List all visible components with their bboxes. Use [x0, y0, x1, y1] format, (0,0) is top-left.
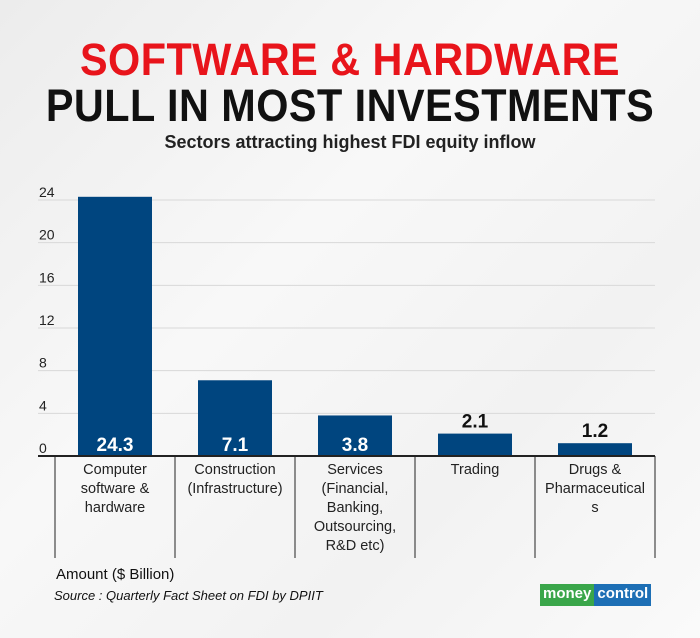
bar	[78, 196, 152, 457]
bar	[558, 443, 632, 456]
x-tick-label: s	[591, 500, 598, 516]
source-note: Source : Quarterly Fact Sheet on FDI by …	[54, 588, 323, 603]
x-tick-label: Trading	[451, 462, 500, 478]
bar-value-label: 3.8	[342, 435, 368, 456]
title-line-2: PULL IN MOST INVESTMENTS	[45, 80, 655, 131]
x-tick-label: Pharmaceutical	[545, 481, 645, 497]
chart-subtitle: Sectors attracting highest FDI equity in…	[164, 132, 536, 152]
x-tick-label: Construction	[194, 462, 275, 478]
logo-part-2: control	[594, 584, 652, 606]
logo-part-1: money	[540, 584, 595, 606]
title-line-1: SOFTWARE & HARDWARE	[79, 34, 621, 85]
bar-value-label: 7.1	[222, 435, 249, 456]
y-tick-label: 16	[39, 269, 55, 285]
x-tick-label: R&D etc)	[326, 538, 385, 554]
y-tick-label: 4	[39, 397, 47, 413]
x-tick-label: Drugs &	[569, 462, 622, 478]
y-tick-label: 24	[39, 184, 55, 200]
x-tick-label: Computer	[83, 462, 147, 478]
x-tick-label: Banking,	[327, 500, 383, 516]
bar-value-label: 24.3	[97, 435, 134, 456]
y-tick-label: 12	[39, 312, 55, 328]
bar-value-label: 2.1	[462, 412, 489, 433]
y-axis-unit-label: Amount ($ Billion)	[56, 566, 175, 583]
y-tick-label: 0	[39, 440, 47, 456]
x-tick-label: hardware	[85, 500, 145, 516]
bar	[198, 380, 272, 456]
x-tick-label: (Infrastructure)	[187, 481, 282, 497]
moneycontrol-logo: money control	[540, 584, 652, 606]
y-tick-label: 20	[39, 227, 55, 243]
x-tick-label: (Financial,	[322, 481, 389, 497]
bar-value-label: 1.2	[582, 421, 608, 442]
x-tick-label: software &	[81, 481, 150, 497]
y-tick-label: 8	[39, 355, 47, 371]
x-tick-label: Outsourcing,	[314, 519, 396, 535]
x-tick-label: Services	[327, 462, 383, 478]
bar	[438, 433, 512, 456]
bar	[318, 415, 392, 456]
